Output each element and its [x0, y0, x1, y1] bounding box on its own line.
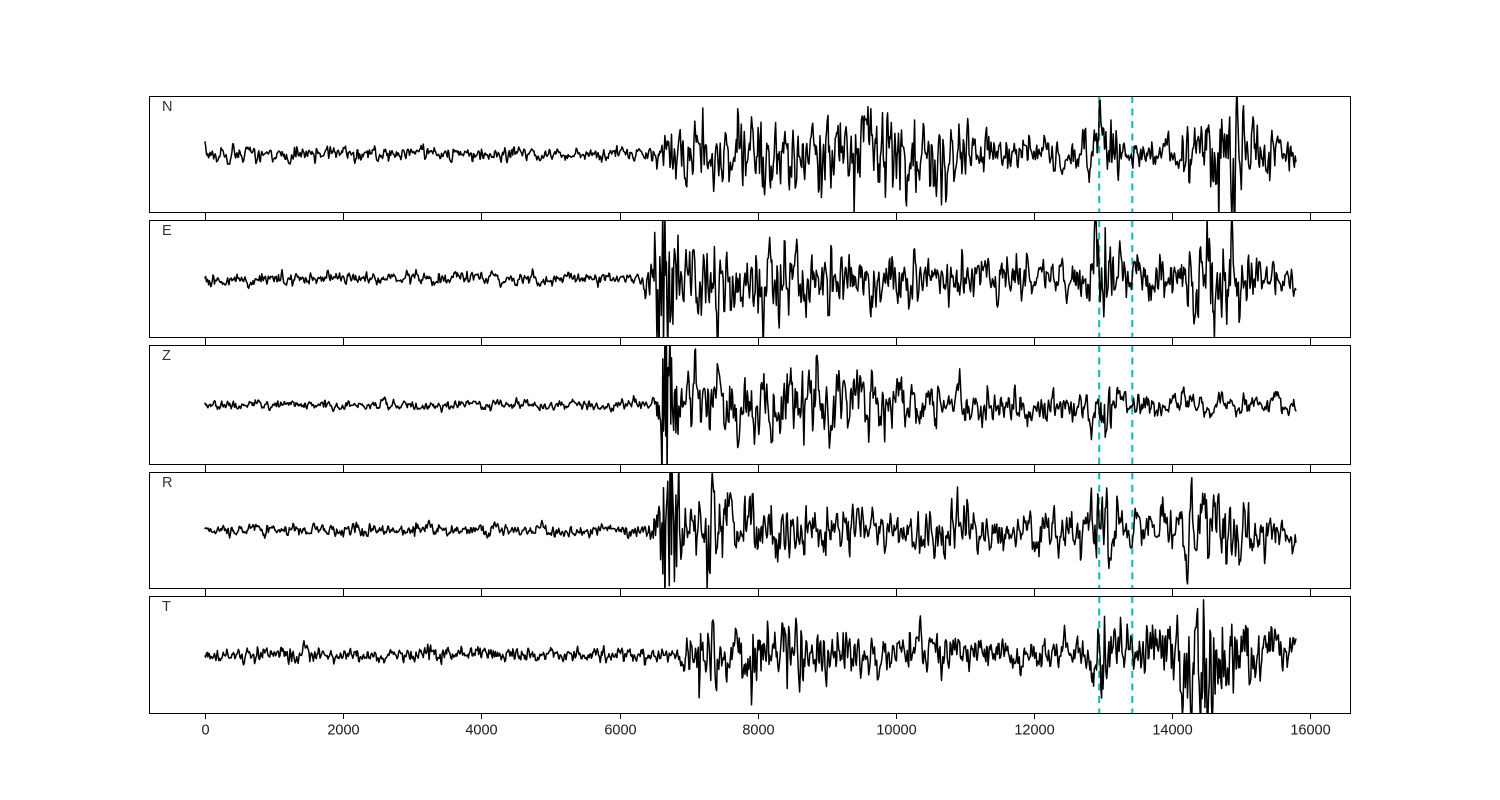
svg-text:10000: 10000	[876, 723, 916, 739]
svg-text:Z: Z	[162, 348, 171, 364]
svg-text:E: E	[162, 223, 172, 239]
svg-text:4000: 4000	[465, 723, 497, 739]
svg-text:0: 0	[201, 723, 209, 739]
svg-text:16000: 16000	[1290, 723, 1330, 739]
svg-text:N: N	[162, 99, 172, 115]
svg-text:6000: 6000	[604, 723, 636, 739]
svg-text:T: T	[162, 599, 171, 615]
svg-text:8000: 8000	[742, 723, 774, 739]
svg-text:R: R	[162, 475, 172, 491]
svg-text:14000: 14000	[1152, 723, 1192, 739]
svg-text:2000: 2000	[327, 723, 359, 739]
svg-text:12000: 12000	[1014, 723, 1054, 739]
